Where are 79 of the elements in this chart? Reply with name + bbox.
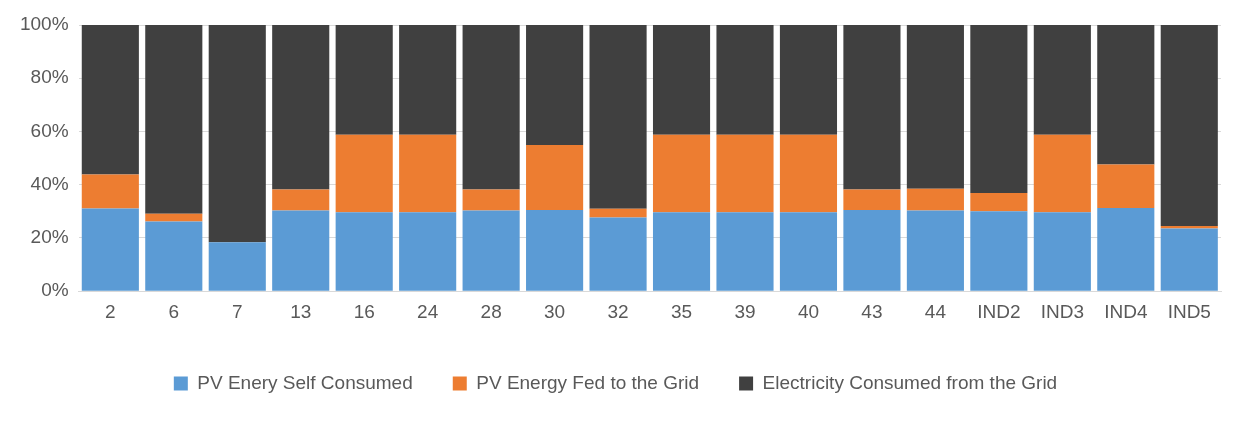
bar: [335, 212, 393, 291]
x-tick-label: IND3: [1040, 300, 1084, 322]
bar: [843, 25, 901, 190]
y-tick-label: 80%: [30, 66, 69, 88]
x-tick-label: 44: [924, 300, 947, 322]
bar: [81, 174, 139, 209]
bar: [526, 145, 584, 211]
bar: [526, 210, 584, 291]
bar: [272, 25, 330, 190]
bar: [526, 25, 584, 146]
bar: [906, 25, 964, 189]
y-tick-label: 100%: [19, 13, 69, 35]
bar: [81, 208, 139, 291]
x-tick-label: 40: [797, 300, 820, 322]
bar: [335, 25, 393, 135]
bar: [272, 189, 330, 211]
x-tick-label: 13: [290, 300, 312, 322]
bar: [335, 134, 393, 213]
bar: [843, 210, 901, 291]
x-tick-label: 6: [168, 300, 180, 322]
bar: [1097, 164, 1155, 208]
bar: [906, 188, 964, 211]
x-tick-label: IND4: [1104, 300, 1148, 322]
bar: [589, 217, 647, 291]
y-tick-label: 40%: [30, 172, 69, 194]
bar: [81, 25, 139, 175]
bar: [462, 189, 520, 211]
bar: [1160, 25, 1218, 226]
bar: [906, 210, 964, 291]
bar: [399, 25, 457, 135]
x-tick-label: 32: [607, 300, 629, 322]
bar: [1033, 25, 1091, 135]
x-tick-label: IND2: [977, 300, 1021, 322]
bar: [145, 213, 203, 222]
y-tick-label: 20%: [30, 226, 69, 248]
bar: [1160, 228, 1218, 291]
x-tick-label: 28: [480, 300, 502, 322]
bar: [652, 134, 711, 213]
bar: [970, 25, 1028, 193]
x-tick-label: IND5: [1167, 300, 1211, 322]
bar: [1033, 212, 1091, 291]
x-tick-label: 2: [105, 300, 116, 322]
legend-label: PV Enery Self Consumed: [197, 371, 413, 393]
bar: [716, 25, 774, 135]
bar: [399, 212, 457, 291]
x-tick-label: 30: [544, 300, 566, 322]
bar: [1097, 25, 1155, 165]
legend-label: PV Energy Fed to the Grid: [476, 371, 700, 393]
bar: [779, 134, 838, 213]
bar: [208, 25, 266, 243]
legend-label: Electricity Consumed from the Grid: [762, 371, 1058, 393]
bar: [589, 208, 647, 218]
y-tick-label: 0%: [41, 279, 69, 301]
bar: [272, 210, 330, 291]
bar: [652, 25, 711, 135]
bar: [652, 212, 711, 291]
bar: [1033, 134, 1091, 213]
x-tick-label: 35: [670, 300, 693, 322]
bar: [716, 212, 774, 291]
bar: [208, 242, 266, 291]
bar: [145, 25, 203, 214]
x-tick-label: 7: [231, 300, 243, 322]
bar: [779, 25, 838, 135]
x-tick-label: 16: [353, 300, 375, 322]
y-tick-label: 60%: [30, 119, 69, 141]
bar: [970, 211, 1028, 291]
bar: [970, 192, 1028, 212]
bar: [589, 25, 647, 209]
bar: [779, 212, 838, 291]
bar: [399, 134, 457, 213]
bar: [462, 210, 520, 291]
bar: [716, 134, 774, 213]
bar: [145, 221, 203, 291]
bar: [1097, 207, 1155, 291]
bar: [843, 189, 901, 211]
x-tick-label: 24: [417, 300, 439, 322]
bar: [462, 25, 520, 190]
x-tick-label: 43: [861, 300, 883, 322]
x-tick-label: 39: [734, 300, 756, 322]
